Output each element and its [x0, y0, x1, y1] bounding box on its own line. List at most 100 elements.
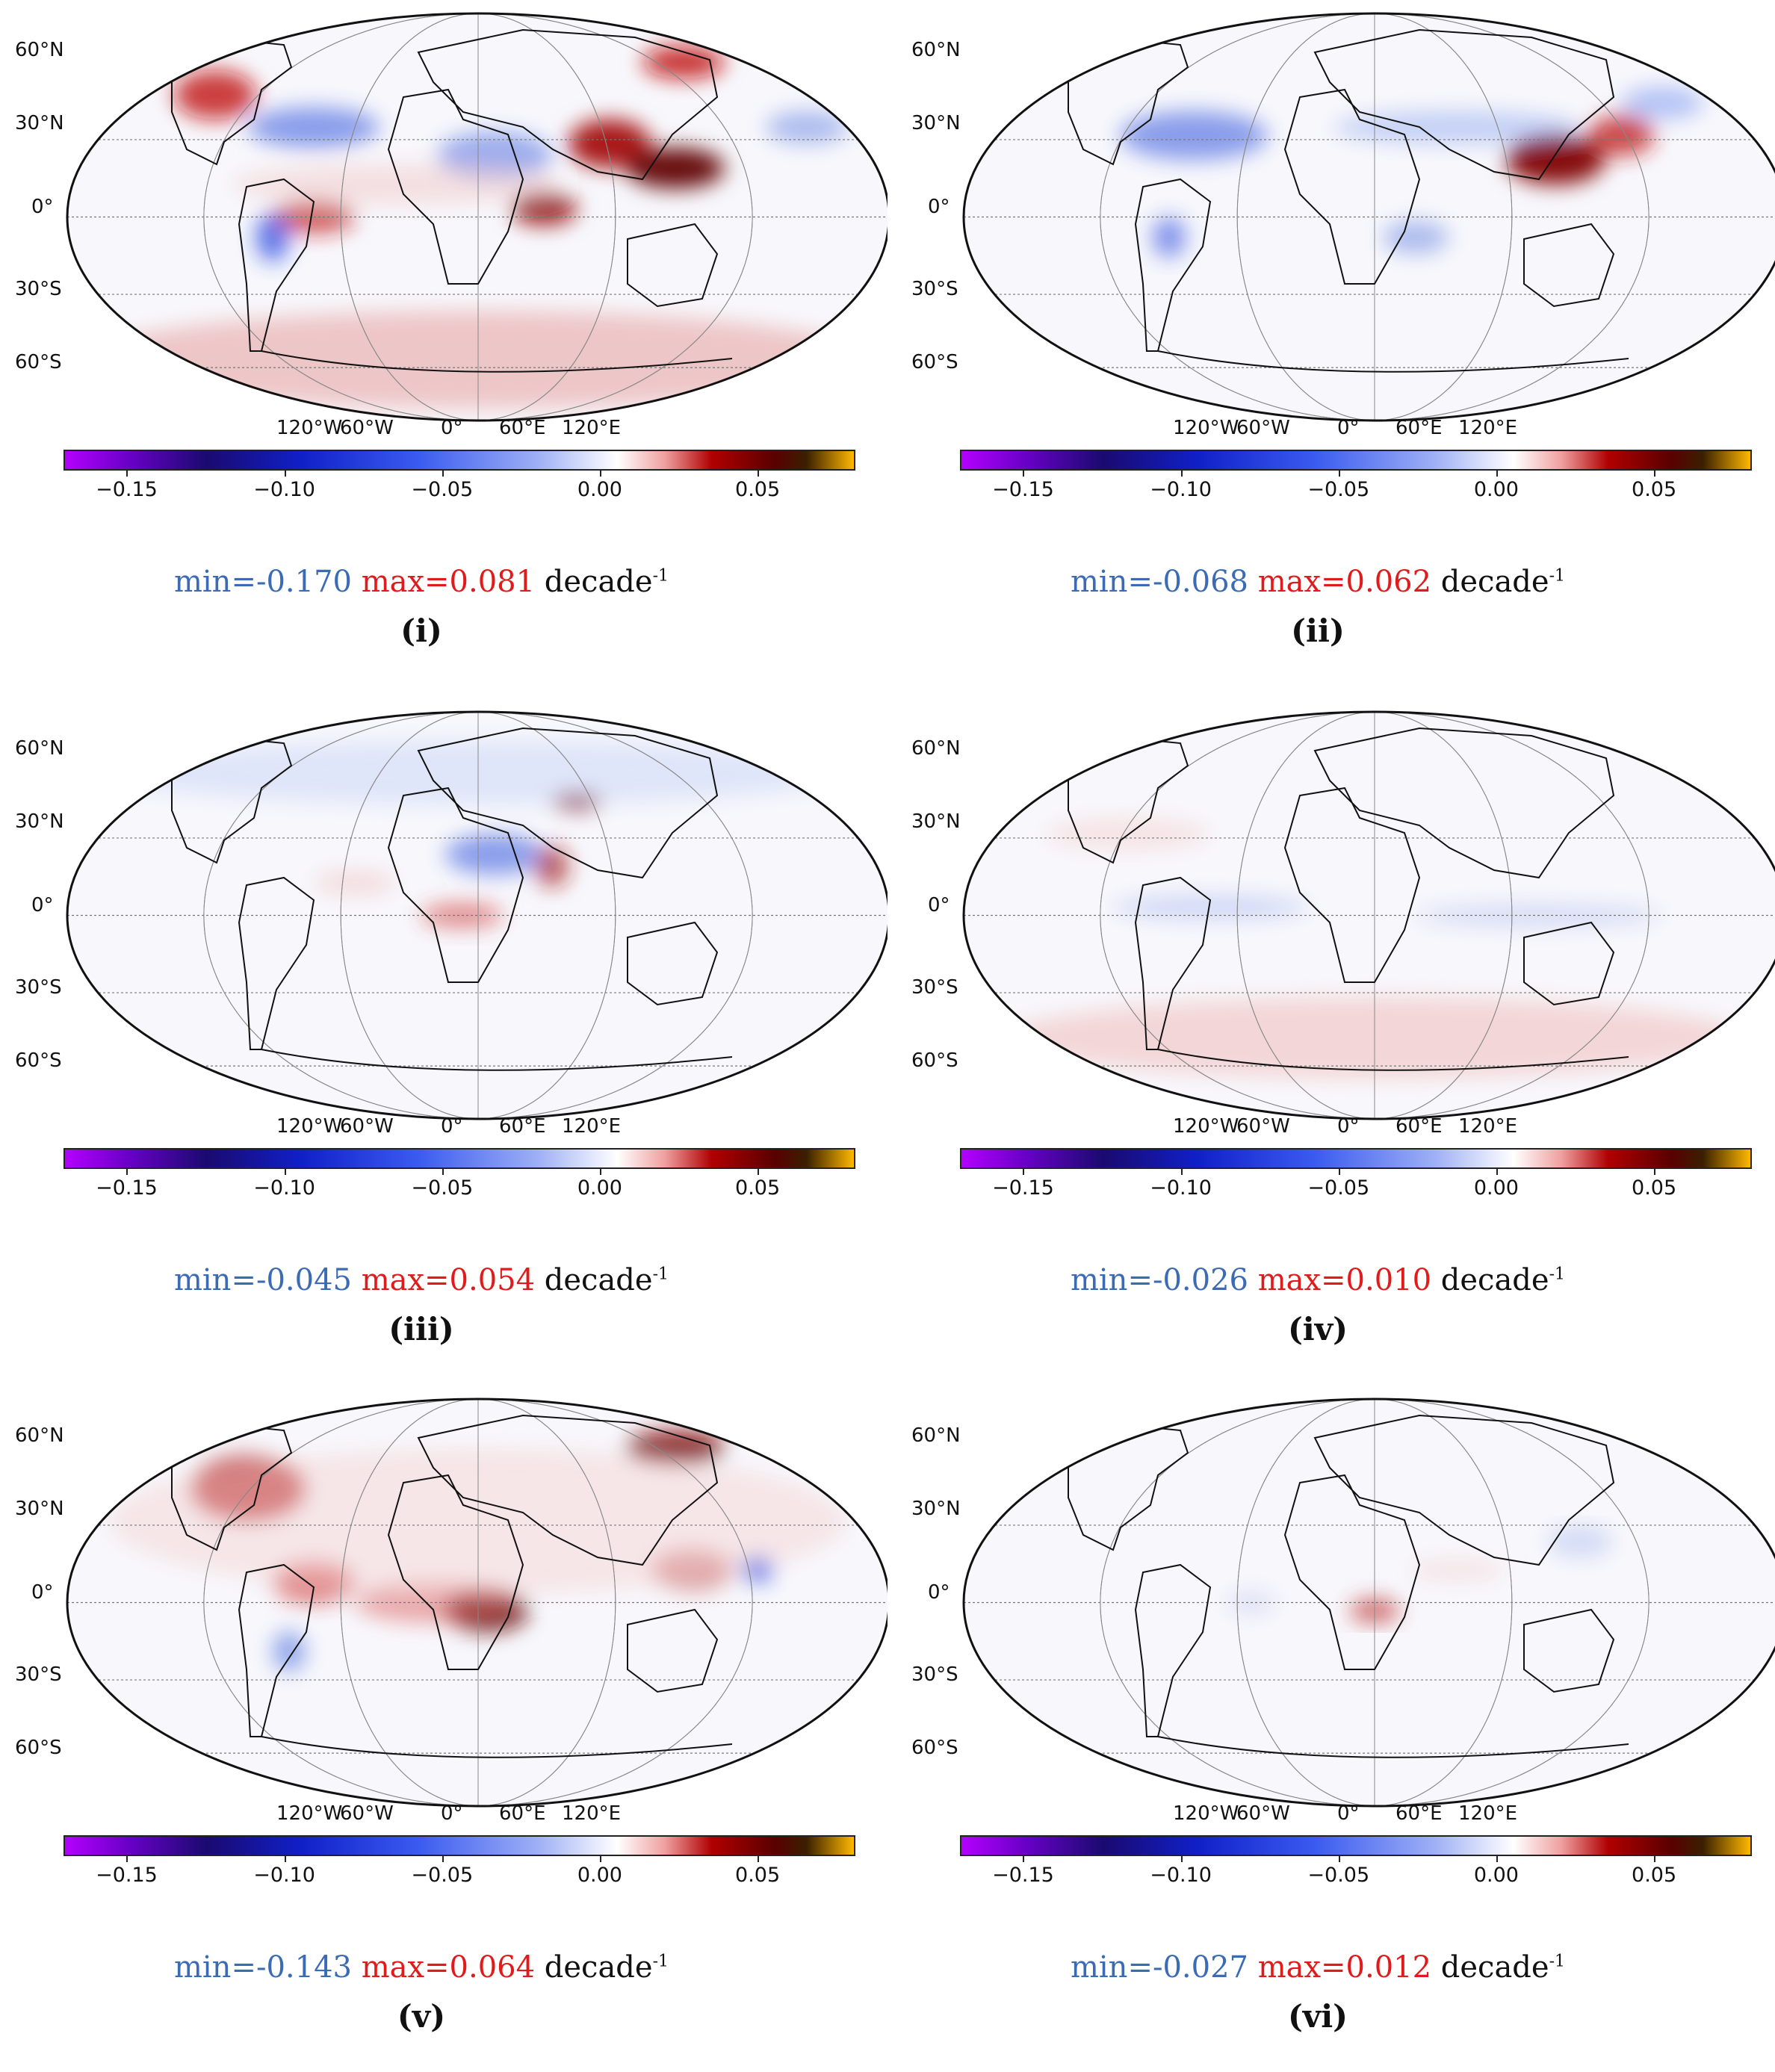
lon-label: 0° [441, 1115, 463, 1138]
trend-anomaly-6 [1621, 87, 1703, 120]
unit-label: decade-1 [1431, 1263, 1566, 1297]
trend-anomaly-11 [766, 111, 848, 144]
trend-anomaly-5 [1153, 217, 1186, 258]
panel-i: 60°N 30°N 0° 30°S 60°S 120°W 60°W 0° 60°E 120°E −0… [0, 0, 888, 686]
colorbar-tickmark [1180, 471, 1183, 477]
colorbar [63, 450, 855, 471]
coastline-1 [238, 178, 315, 352]
lon-label: 60°E [499, 1802, 546, 1825]
colorbar-tick-label: −0.05 [411, 478, 474, 501]
colorbar-tickmark [1180, 1856, 1183, 1862]
coastline-4 [627, 223, 719, 308]
unit-exponent: -1 [652, 1952, 669, 1971]
lat-label: 60°N [911, 1424, 961, 1447]
lat-label: 60°S [911, 351, 958, 373]
panel-label: (i) [400, 612, 442, 649]
colorbar-tick-label: −0.05 [1307, 1176, 1370, 1200]
colorbar-tick-label: −0.15 [992, 478, 1054, 501]
lat-label: 60°S [15, 1737, 62, 1759]
colorbar-tickmark [442, 471, 444, 477]
lat-label: 30°S [911, 278, 958, 300]
coastline-3 [417, 28, 719, 181]
colorbar-tickmark [1180, 1169, 1183, 1175]
colorbar-tick-label: 0.05 [1632, 1176, 1677, 1200]
colorbar-tick-label: −0.15 [96, 1864, 158, 1887]
coastline-3 [417, 727, 719, 879]
min-value: min=-0.170 [173, 565, 352, 599]
lon-label: 120°E [562, 1802, 622, 1825]
min-value: min=-0.068 [1070, 565, 1248, 599]
min-value: min=-0.143 [173, 1950, 352, 1985]
panel-vi: 60°N 30°N 0° 30°S 60°S 120°W 60°W 0° 60°E 120°E −0… [896, 1386, 1775, 2072]
panel-label: (v) [397, 1998, 446, 2035]
lon-label: 120°E [562, 1115, 622, 1138]
panel-ii: 60°N 30°N 0° 30°S 60°S 120°W 60°W 0° 60°E 120°E −0… [896, 0, 1775, 686]
lon-label: 120°W [1173, 417, 1239, 439]
colorbar-tickmark [126, 471, 128, 477]
colorbar-tickmark [1023, 1856, 1025, 1862]
lon-label: 120°W [276, 417, 343, 439]
colorbar-tickmark [599, 1169, 601, 1175]
trend-anomaly-7 [256, 213, 289, 262]
stats-line: min=-0.143 max=0.064 decade-1 [0, 1950, 865, 1985]
lat-label: 0° [928, 894, 950, 916]
colorbar [960, 1148, 1752, 1169]
colorbar-tickmark [1023, 1169, 1025, 1175]
colorbar-tick-label: 0.00 [1473, 478, 1519, 501]
trend-anomaly-3 [1407, 1557, 1506, 1583]
colorbar-tickmark [284, 471, 286, 477]
colorbar-tick-label: −0.10 [1150, 1176, 1212, 1200]
map-border [66, 12, 888, 422]
max-value: max=0.081 [351, 565, 536, 599]
panel-label: (vi) [1287, 1998, 1348, 2035]
coastline-3 [417, 1414, 719, 1566]
coastline-2 [387, 88, 524, 285]
coastline-3 [1313, 727, 1615, 879]
lat-label: 60°N [15, 39, 64, 61]
lon-label: 60°E [1395, 1802, 1443, 1825]
colorbar-tick-label: −0.10 [253, 1864, 315, 1887]
colorbar-tick-label: −0.15 [992, 1176, 1054, 1200]
colorbar-tick-label: 0.00 [577, 1864, 622, 1887]
lon-label: 60°E [1395, 1115, 1443, 1138]
lat-label: 0° [31, 196, 54, 218]
lon-label: 120°W [1173, 1802, 1239, 1825]
trend-anomaly-6 [273, 1631, 306, 1672]
lon-label: 60°W [1236, 1115, 1290, 1138]
map-border [66, 1398, 888, 1808]
colorbar-tick-label: −0.05 [411, 1176, 474, 1200]
lat-label: 30°S [911, 976, 958, 999]
colorbar-tickmark [442, 1856, 444, 1862]
colorbar-tickmark [599, 1856, 601, 1862]
lon-label: 120°E [1458, 1115, 1518, 1138]
meridian [1100, 1399, 1649, 1806]
coastline-2 [1283, 88, 1421, 285]
coastline-5 [261, 1049, 733, 1071]
trend-anomaly-8 [741, 1557, 774, 1583]
min-value: min=-0.045 [173, 1263, 352, 1297]
colorbar-tickmark [1023, 471, 1025, 477]
colorbar-tick-label: −0.10 [253, 1176, 315, 1200]
lat-label: 30°S [15, 278, 62, 300]
colorbar [63, 1148, 855, 1169]
trend-anomaly-4 [1383, 220, 1449, 254]
lat-label: 30°S [911, 1663, 958, 1686]
trend-anomaly-2 [1588, 115, 1654, 156]
coastline-4 [1523, 921, 1615, 1006]
stats-line: min=-0.027 max=0.012 decade-1 [874, 1950, 1762, 1985]
max-value: max=0.062 [1248, 565, 1432, 599]
colorbar [63, 1835, 855, 1856]
colorbar-tickmark [284, 1169, 286, 1175]
colorbar-tickmark [599, 471, 601, 477]
colorbar-tickmark [126, 1169, 128, 1175]
coastline-1 [1134, 178, 1212, 352]
colorbar-tick-label: 0.00 [577, 478, 622, 501]
coastline-5 [1157, 1736, 1629, 1758]
panel-label: (iv) [1287, 1311, 1348, 1347]
colorbar-tickmark [1338, 1169, 1340, 1175]
panel-label: (ii) [1291, 612, 1345, 649]
coastline-2 [1283, 1474, 1421, 1670]
colorbar-tickmark [758, 471, 760, 477]
min-value: min=-0.027 [1070, 1950, 1248, 1985]
colorbar-tick-label: −0.10 [253, 478, 315, 501]
